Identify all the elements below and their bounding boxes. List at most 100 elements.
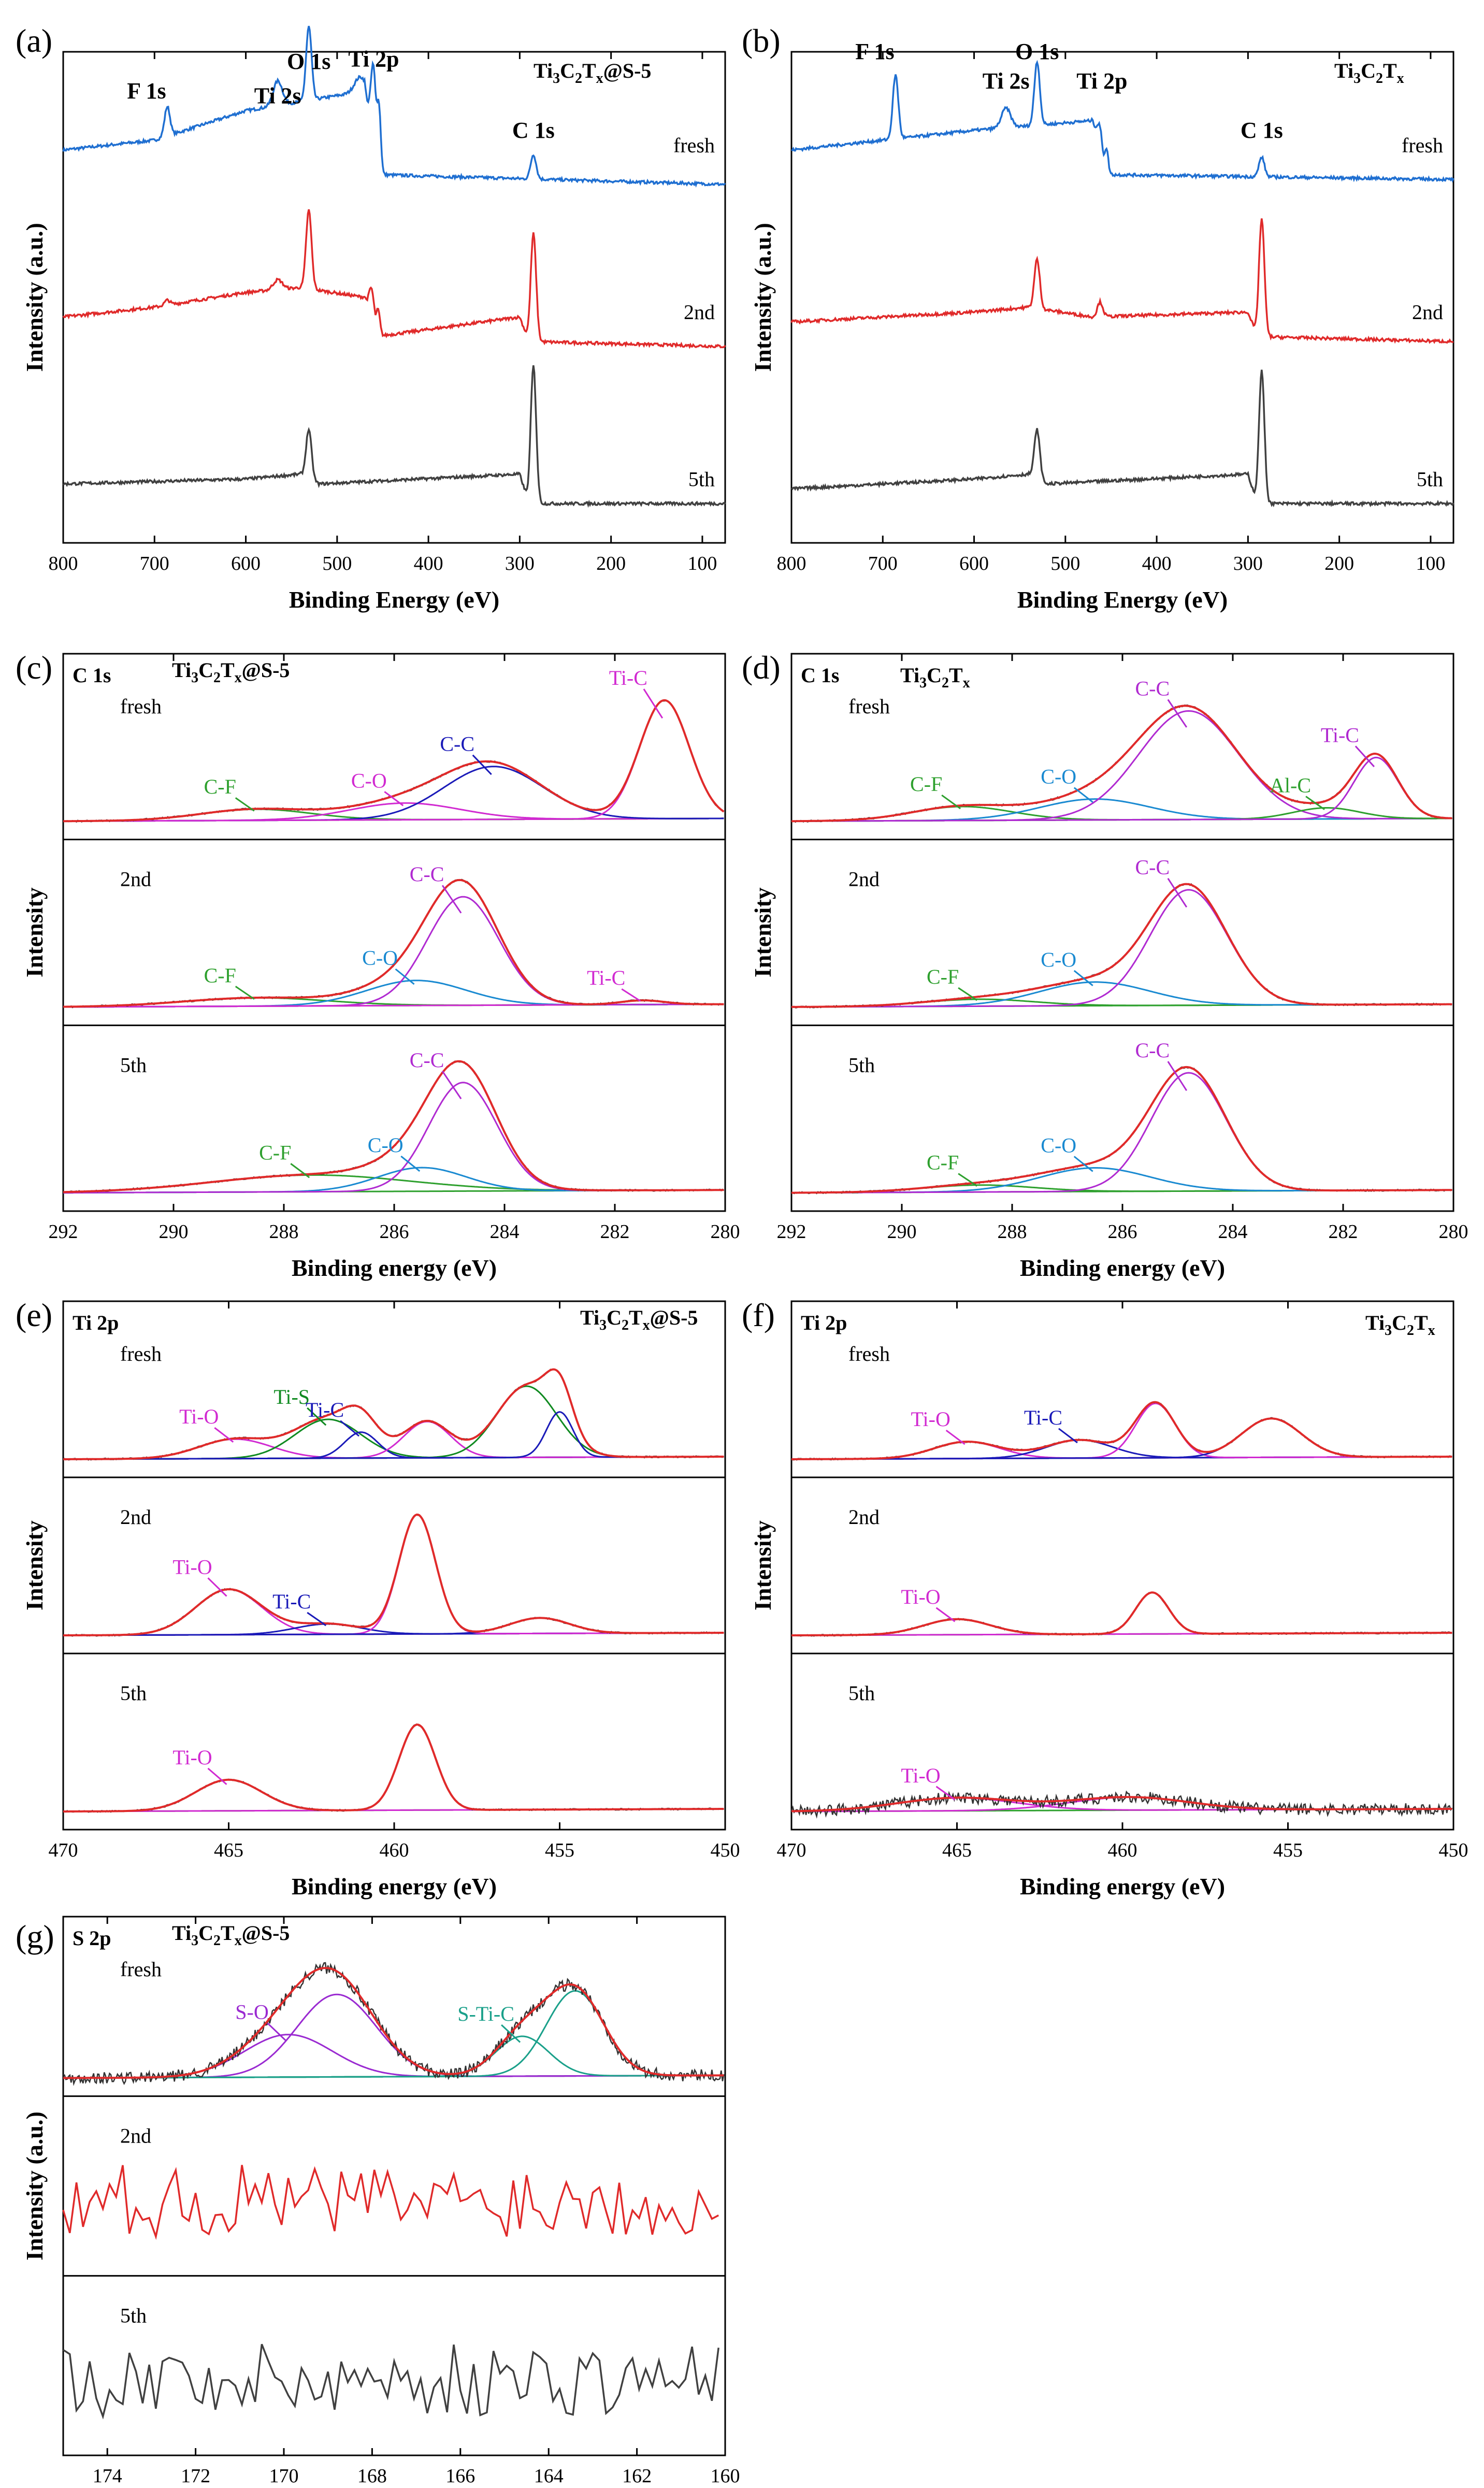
x-tick-label: 284 — [490, 1221, 520, 1243]
label-arrow — [290, 1163, 310, 1178]
x-tick-label: 168 — [357, 2465, 387, 2487]
fit-envelope — [791, 1796, 1452, 1813]
label-arrow — [400, 1155, 421, 1172]
component-label: C-F — [910, 772, 942, 796]
component-label: Ti-C — [272, 1590, 311, 1613]
label-arrow — [1167, 699, 1188, 728]
component-label: Ti-O — [911, 1407, 950, 1431]
label-arrow — [1167, 1061, 1188, 1091]
x-tick-label: 500 — [322, 553, 352, 574]
sample-title-part: C — [927, 664, 942, 687]
peak-label: C 1s — [1241, 118, 1283, 143]
x-axis-title: Binding Energy (eV) — [289, 586, 499, 613]
label-arrow — [935, 1786, 956, 1801]
x-tick-label: 170 — [269, 2465, 299, 2487]
fit-envelope — [63, 1368, 724, 1460]
series-line-2nd — [790, 218, 1454, 344]
x-tick-label: 280 — [711, 1221, 740, 1243]
component-peak — [791, 756, 1452, 822]
sample-title: Ti3C2Tx@S-5 — [580, 1306, 698, 1333]
panel-letter: (e) — [16, 1297, 52, 1333]
sample-title-part: 3 — [191, 1933, 198, 1949]
component-label: C-O — [1041, 1133, 1076, 1157]
fit-envelope — [791, 1401, 1452, 1460]
stage-label: 5th — [120, 2304, 147, 2327]
component-label: C-O — [1041, 948, 1076, 971]
component-label: C-F — [204, 963, 236, 987]
y-axis-title: Intensity (a.u.) — [21, 2111, 48, 2261]
component-peak — [63, 699, 725, 822]
x-tick-label: 300 — [505, 553, 535, 574]
series-label: fresh — [673, 134, 715, 157]
component-label: S-Ti-C — [457, 2002, 514, 2025]
sample-title-part: 3 — [191, 670, 198, 686]
x-tick-label: 100 — [1416, 553, 1445, 574]
fit-envelope — [63, 1723, 724, 1813]
fit-envelope — [63, 879, 724, 1008]
label-arrow — [1167, 878, 1188, 908]
sample-title-part: x — [235, 670, 242, 686]
x-tick-label: 292 — [777, 1221, 806, 1243]
raw-spectrum — [62, 2165, 719, 2240]
panel-e: 470 465 460 455 450 Binding energy (eV) Intens… — [16, 1297, 740, 1900]
label-arrow — [395, 968, 415, 985]
series-label: 5th — [1417, 467, 1443, 491]
component-label: Ti-O — [172, 1746, 212, 1769]
component-label: Al-C — [1270, 773, 1311, 797]
component-label: Ti-O — [901, 1764, 940, 1787]
sample-title-part: Ti — [1365, 1311, 1385, 1334]
x-tick-label: 300 — [1233, 553, 1263, 574]
x-tick-label: 455 — [545, 1839, 574, 1861]
panel-d: 292 290 288 286 284 282 280 Binding energy (eV)… — [742, 649, 1468, 1281]
sample-title-part: T — [629, 1306, 643, 1329]
sample-title-part: T — [1414, 1311, 1428, 1334]
label-arrow — [1355, 745, 1375, 768]
component-label: C-C — [1135, 856, 1170, 879]
sample-title-part: x — [1397, 70, 1404, 87]
y-axis-title: Intensity (a.u.) — [21, 223, 48, 372]
sample-title-part: 2 — [622, 1317, 629, 1333]
sample-title-part: 3 — [1385, 1322, 1392, 1339]
sample-title: Ti3C2Tx@S-5 — [172, 1921, 290, 1949]
sample-title-part: x — [1428, 1322, 1435, 1339]
sample-title-part: Ti — [900, 664, 919, 687]
x-tick-label: 286 — [1108, 1221, 1137, 1243]
plot-frame — [790, 51, 1454, 544]
sample-title-part: Ti — [580, 1306, 599, 1329]
series-line-5th — [790, 369, 1454, 508]
x-axis-title: Binding energy (eV) — [1020, 1255, 1225, 1281]
x-tick-label: 288 — [998, 1221, 1027, 1243]
fit-envelope — [791, 1066, 1452, 1194]
label-arrow — [1073, 1156, 1093, 1172]
label-arrow — [472, 754, 492, 775]
x-tick-label: 288 — [269, 1221, 299, 1243]
stage-label: fresh — [848, 1342, 890, 1365]
fit-envelope — [63, 699, 725, 823]
component-label: Ti-O — [172, 1555, 212, 1578]
label-arrow — [267, 2022, 287, 2042]
sample-title-part: T — [221, 658, 235, 682]
stage-label: 5th — [848, 1681, 875, 1705]
component-label: Ti-O — [901, 1585, 940, 1608]
x-tick-label: 200 — [596, 553, 626, 574]
series-label: 2nd — [684, 300, 715, 324]
y-axis-title: Intensity — [750, 1520, 776, 1610]
x-tick-label: 700 — [868, 553, 898, 574]
stage-label: 2nd — [120, 1505, 151, 1529]
component-label: C-F — [927, 1151, 959, 1174]
panel-letter: (d) — [742, 649, 781, 686]
fit-envelope — [791, 1591, 1452, 1636]
stage-label: 5th — [120, 1681, 147, 1705]
panel-letter: (f) — [742, 1297, 775, 1333]
core-level-label: C 1s — [73, 664, 111, 687]
x-tick-label: 465 — [942, 1839, 972, 1861]
sample-title-part: T — [1383, 59, 1397, 82]
component-label: C-O — [368, 1133, 404, 1157]
x-tick-label: 160 — [711, 2465, 740, 2487]
x-tick-label: 286 — [380, 1221, 409, 1243]
sample-title-part: C — [1361, 59, 1376, 82]
stage-label: fresh — [120, 695, 162, 718]
panel-c: 292 290 288 286 284 282 280 Binding energy (eV)… — [16, 649, 740, 1281]
x-tick-label: 100 — [687, 553, 717, 574]
component-label: C-C — [410, 1048, 444, 1072]
